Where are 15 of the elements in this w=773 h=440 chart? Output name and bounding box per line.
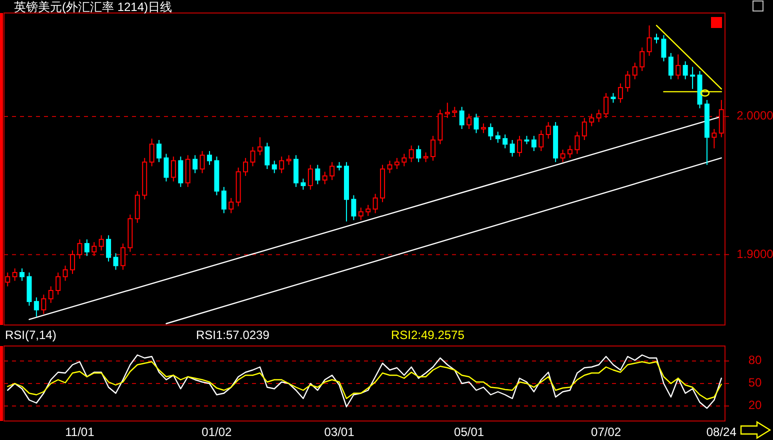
text: RSI1:57.0239 <box>196 328 270 342</box>
x-tick-label: 05/01 <box>454 425 484 439</box>
x-tick-label: 01/02 <box>202 425 232 439</box>
y-tick-label: 2.0000 <box>736 108 773 123</box>
x-tick-label: 03/01 <box>324 425 355 439</box>
chart-title: RSI(7,14) <box>5 328 56 342</box>
x-tick-label: 08/24 <box>706 425 737 439</box>
y-tick-label: 80 <box>748 353 762 368</box>
y-tick-label: 50 <box>748 376 762 390</box>
y-tick-label: 20 <box>748 398 762 412</box>
x-tick-label: 11/01 <box>65 425 95 439</box>
x-tick-label: 07/02 <box>591 425 622 439</box>
y-tick-label: 1.9000 <box>736 246 773 261</box>
text: RSI2:49.2575 <box>391 328 465 342</box>
chart-title: 英镑美元(外汇汇率 1214)日线 <box>14 0 172 14</box>
